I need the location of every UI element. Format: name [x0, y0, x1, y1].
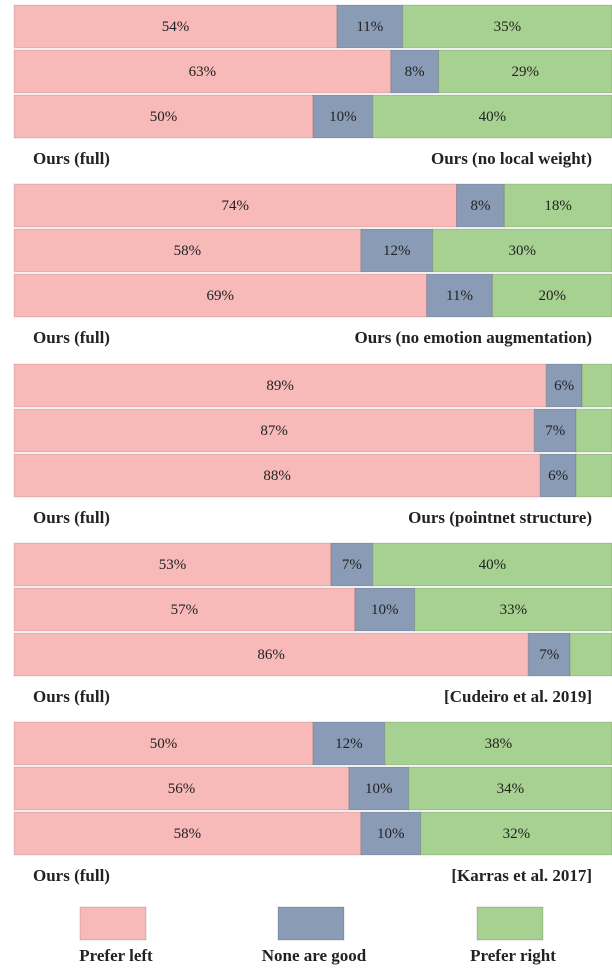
- left-label: Ours (full): [33, 866, 110, 885]
- bar-segment: [13, 228, 362, 273]
- segment-label: 10%: [377, 826, 405, 842]
- segment-label: 10%: [329, 109, 357, 125]
- bar-segment: [13, 766, 350, 811]
- legend-label: Prefer left: [79, 946, 153, 965]
- segment-label: 40%: [479, 109, 507, 125]
- right-label: Ours (no emotion augmentation): [354, 328, 592, 347]
- bar-segment: [13, 453, 541, 498]
- bar-segment: [569, 632, 612, 677]
- segment-label: 8%: [470, 198, 490, 214]
- segment-label: 8%: [405, 64, 425, 80]
- left-label: Ours (full): [33, 687, 110, 706]
- bar-segment: [360, 228, 434, 273]
- legend-label: Prefer right: [470, 946, 556, 965]
- bar-segment: [414, 587, 612, 632]
- segment-label: 89%: [266, 378, 294, 394]
- bar-segment: [539, 453, 577, 498]
- segment-label: 7%: [545, 423, 565, 439]
- segment-label: 12%: [335, 736, 363, 752]
- bar-segment: [432, 228, 612, 273]
- bar-segment: [13, 408, 535, 453]
- segment-label: 6%: [554, 378, 574, 394]
- segment-label: 11%: [356, 19, 383, 35]
- segment-label: 57%: [171, 602, 199, 618]
- bar-segment: [13, 363, 547, 408]
- segment-label: 86%: [257, 647, 285, 663]
- segment-label: 20%: [538, 288, 566, 304]
- bar-segment: [330, 542, 374, 587]
- segment-label: 32%: [503, 826, 531, 842]
- segment-label: 6%: [548, 468, 568, 484]
- bar-segment: [13, 542, 332, 587]
- segment-label: 35%: [494, 19, 522, 35]
- left-label: Ours (full): [33, 149, 110, 168]
- bar-segment: [426, 273, 493, 318]
- bar-segment: [13, 4, 338, 49]
- bar-segment: [390, 49, 440, 94]
- segment-label: 63%: [189, 64, 217, 80]
- bar-segment: [581, 363, 612, 408]
- segment-label: 53%: [159, 557, 187, 573]
- right-label: [Karras et al. 2017]: [451, 866, 592, 885]
- bar-segment: [372, 542, 612, 587]
- segment-label: 29%: [512, 64, 540, 80]
- right-label: Ours (pointnet structure): [408, 508, 592, 527]
- legend-swatch: [277, 906, 345, 941]
- segment-label: 10%: [371, 602, 399, 618]
- bar-segment: [420, 811, 612, 856]
- bar-segment: [456, 183, 505, 228]
- bar-segment: [312, 721, 386, 766]
- segment-label: 30%: [509, 243, 537, 259]
- segment-label: 12%: [383, 243, 411, 259]
- legend-swatch: [476, 906, 544, 941]
- bar-segment: [408, 766, 612, 811]
- bar-segment: [384, 721, 612, 766]
- left-label: Ours (full): [33, 508, 110, 527]
- bar-segment: [527, 632, 571, 677]
- segment-label: 11%: [446, 288, 473, 304]
- bar-segment: [13, 811, 362, 856]
- bar-segment: [13, 273, 428, 318]
- segment-label: 74%: [222, 198, 250, 214]
- segment-label: 58%: [174, 826, 202, 842]
- segment-label: 33%: [500, 602, 528, 618]
- segment-label: 7%: [539, 647, 559, 663]
- bar-segment: [13, 49, 392, 94]
- segment-label: 69%: [207, 288, 235, 304]
- segment-label: 40%: [479, 557, 507, 573]
- bar-segment: [491, 273, 612, 318]
- segment-label: 54%: [162, 19, 190, 35]
- bar-segment: [360, 811, 422, 856]
- bar-segment: [13, 94, 314, 139]
- segment-label: 7%: [342, 557, 362, 573]
- bar-segment: [13, 721, 314, 766]
- segment-label: 18%: [544, 198, 572, 214]
- bar-segment: [533, 408, 577, 453]
- segment-label: 50%: [150, 736, 178, 752]
- segment-label: 10%: [365, 781, 393, 797]
- bar-segment: [13, 587, 356, 632]
- segment-label: 87%: [260, 423, 288, 439]
- bar-segment: [13, 183, 458, 228]
- legend-label: None are good: [262, 946, 367, 965]
- segment-label: 50%: [150, 109, 178, 125]
- right-label: [Cudeiro et al. 2019]: [444, 687, 592, 706]
- bar-segment: [336, 4, 404, 49]
- bar-segment: [545, 363, 583, 408]
- right-label: Ours (no local weight): [431, 149, 592, 168]
- bar-segment: [402, 4, 612, 49]
- bar-segment: [354, 587, 416, 632]
- left-label: Ours (full): [33, 328, 110, 347]
- segment-label: 34%: [497, 781, 525, 797]
- bar-segment: [575, 408, 612, 453]
- segment-label: 38%: [485, 736, 513, 752]
- legend-swatch: [79, 906, 147, 941]
- bar-segment: [575, 453, 612, 498]
- segment-label: 88%: [263, 468, 291, 484]
- bar-segment: [438, 49, 612, 94]
- segment-label: 56%: [168, 781, 196, 797]
- bar-segment: [503, 183, 612, 228]
- segment-label: 58%: [174, 243, 202, 259]
